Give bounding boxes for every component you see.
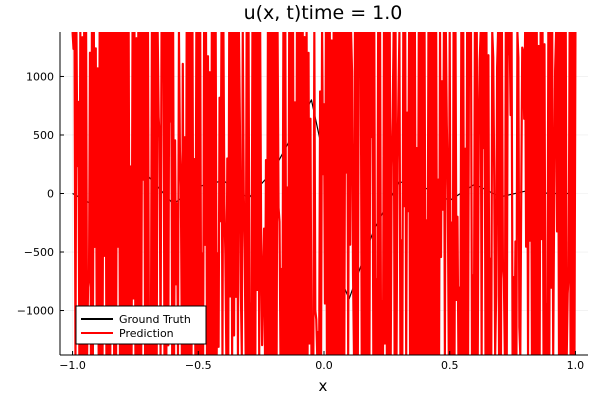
legend-entry: Prediction [119,327,174,340]
legend-box [75,305,207,345]
x-tick-label: −0.5 [185,359,212,372]
x-tick-label: 0.0 [315,359,333,372]
y-tick-label: −1000 [17,305,54,318]
x-axis-label: x [319,377,328,395]
x-tick-label: 0.5 [441,359,459,372]
tick-labels: −1.0 −0.5 0.0 0.5 1.0 −1000 −500 0 500 1000 [17,70,584,372]
legend-entry: Ground Truth [119,313,191,326]
x-tick-label: 1.0 [567,359,585,372]
y-tick-label: 0 [47,188,54,201]
chart-title: u(x, t)time = 1.0 [244,2,403,24]
y-tick-label: −500 [24,246,54,259]
series-line-prediction [71,30,577,357]
y-tick-label: 500 [33,129,54,142]
top-mask [0,0,600,32]
bottom-mask [0,355,600,400]
x-tick-label: −1.0 [59,359,86,372]
plot-lines [71,30,577,357]
y-tick-label: 1000 [26,70,54,83]
